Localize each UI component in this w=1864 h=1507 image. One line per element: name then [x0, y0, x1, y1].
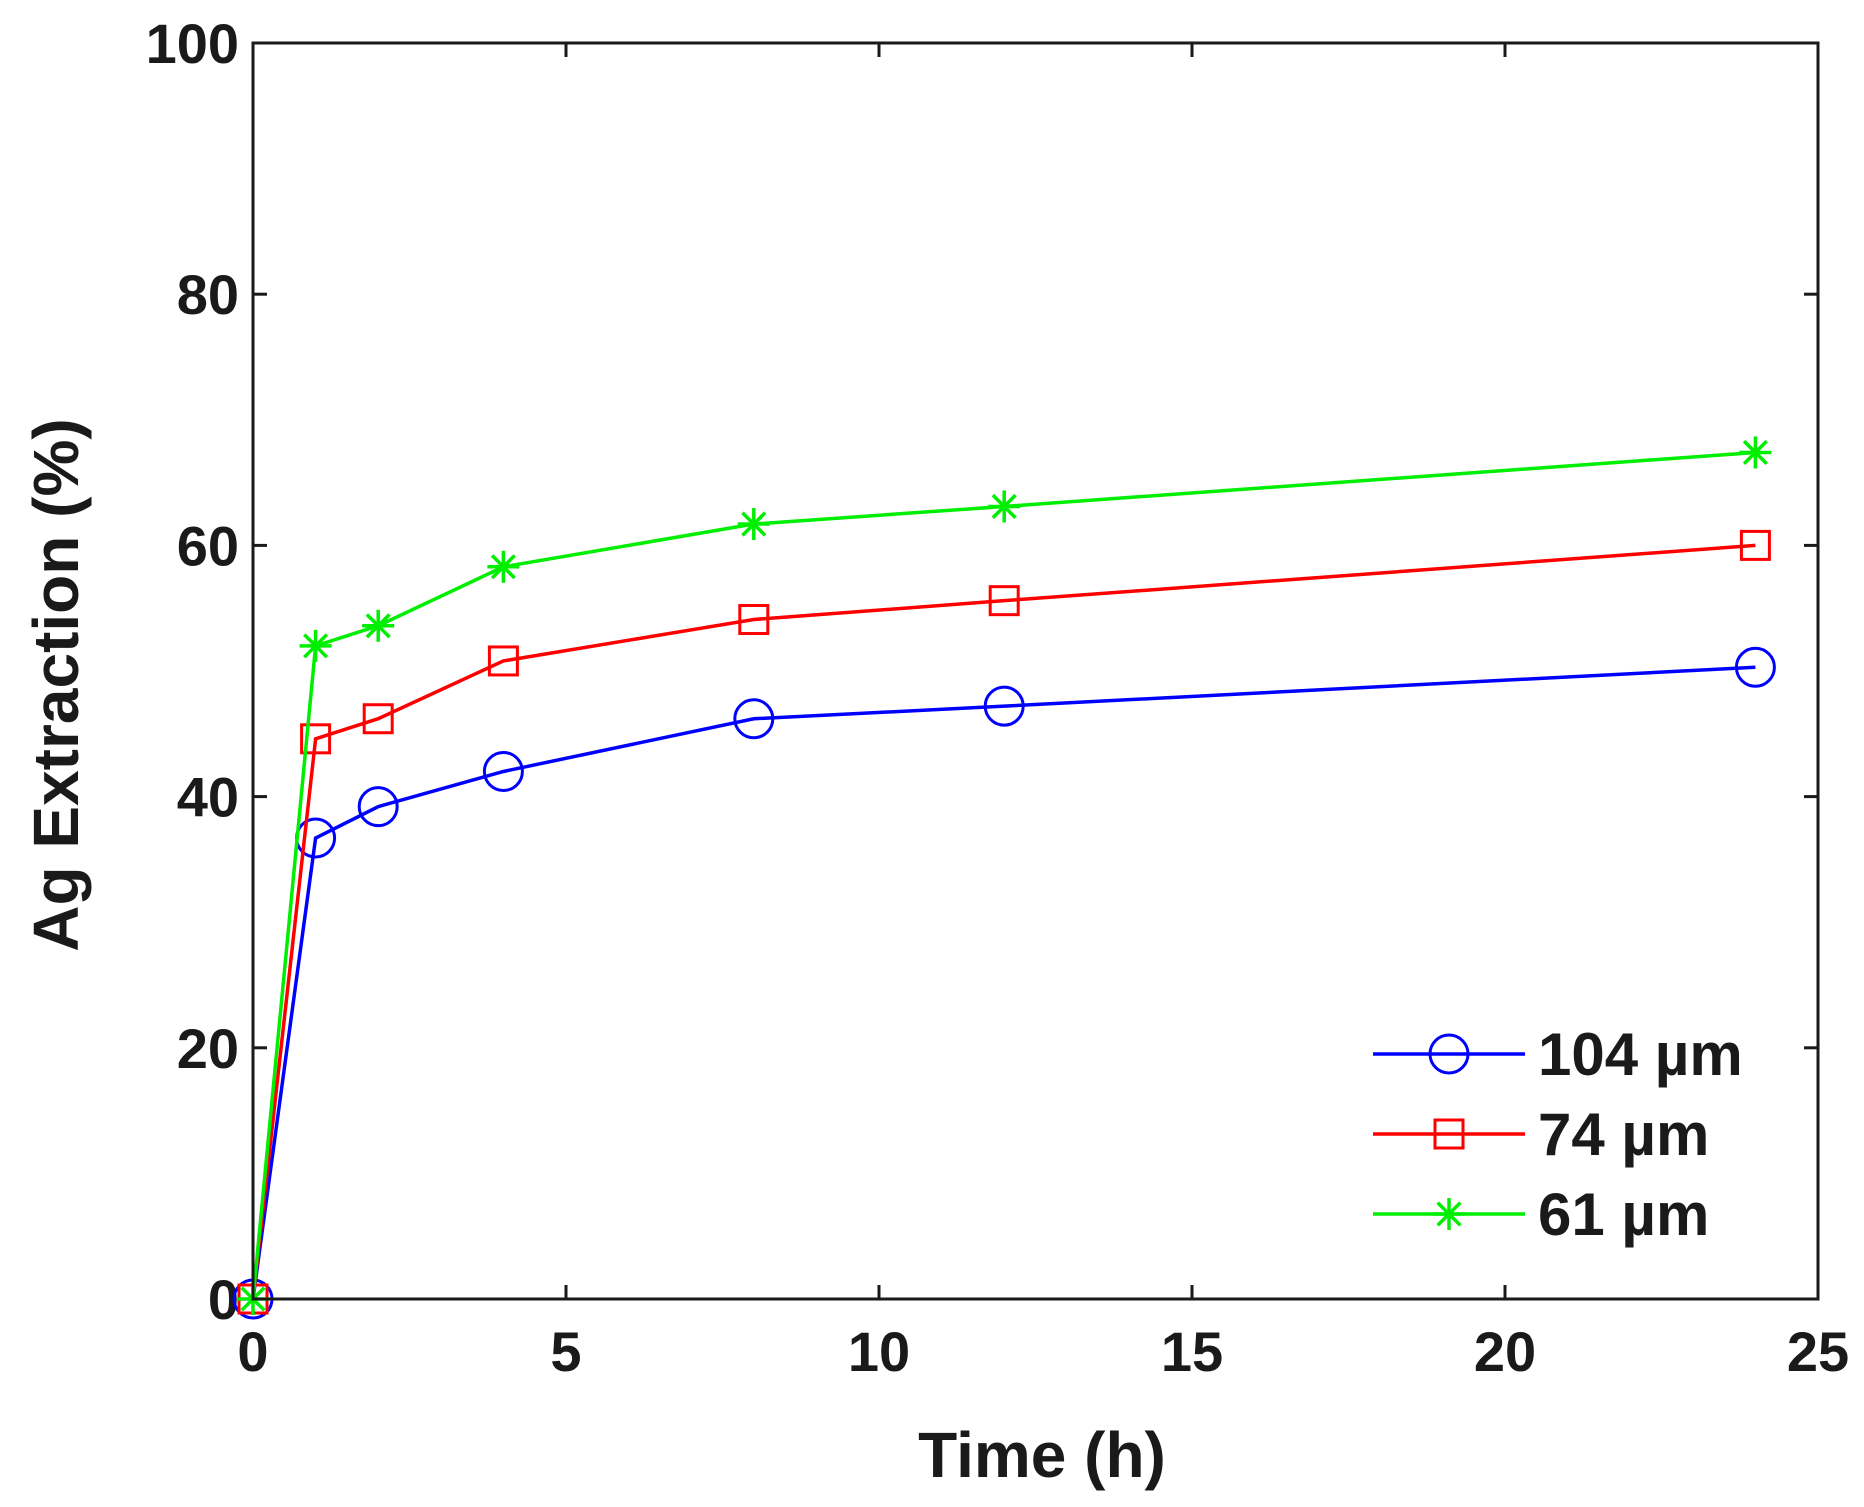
- legend-marker: [1433, 1118, 1465, 1150]
- data-point: [1739, 529, 1771, 561]
- data-point: [988, 585, 1020, 617]
- legend-label: 61 µm: [1538, 1181, 1709, 1248]
- legend-entry: 74 µm: [1373, 1101, 1709, 1168]
- series-line: [251, 450, 1756, 1300]
- series-line: [251, 543, 1756, 1300]
- legend-marker: [1428, 1033, 1470, 1075]
- x-tick-label: 0: [237, 1320, 268, 1383]
- data-point: [1734, 646, 1776, 688]
- data-point: [300, 723, 332, 755]
- x-tick-label: 25: [1787, 1320, 1849, 1383]
- data-point: [487, 550, 520, 583]
- data-point: [983, 685, 1025, 727]
- x-tick-label: 5: [550, 1320, 581, 1383]
- series-lines: [232, 436, 1776, 1320]
- series-104-m: [232, 646, 1776, 1320]
- series-line: [251, 665, 1756, 1300]
- plot-frame: [251, 41, 1820, 1301]
- data-point: [733, 698, 775, 740]
- y-axis-title: Ag Extraction (%): [20, 418, 92, 951]
- legend-label: 74 µm: [1538, 1101, 1709, 1168]
- legend-entry: 61 µm: [1373, 1181, 1709, 1248]
- x-axis-ticks: 0 5 10 15 20 25: [237, 43, 1849, 1383]
- legend: 104 µm 74 µm 61 µm: [1373, 1021, 1743, 1248]
- y-tick-label: 40: [177, 766, 239, 829]
- x-axis-title: Time (h): [918, 1419, 1166, 1491]
- y-tick-label: 60: [177, 514, 239, 577]
- data-point: [362, 703, 394, 735]
- data-point: [482, 750, 524, 792]
- data-point: [299, 629, 332, 662]
- x-tick-label: 10: [848, 1320, 910, 1383]
- data-point: [988, 490, 1021, 523]
- x-tick-label: 15: [1161, 1320, 1223, 1383]
- y-tick-label: 20: [177, 1017, 239, 1080]
- legend-label: 104 µm: [1538, 1021, 1743, 1088]
- legend-entry: 104 µm: [1373, 1021, 1743, 1088]
- data-point: [1739, 436, 1772, 469]
- data-point: [357, 786, 399, 828]
- y-tick-label: 80: [177, 263, 239, 326]
- data-point: [738, 604, 770, 636]
- data-point: [487, 645, 519, 677]
- legend-marker: [1433, 1198, 1465, 1230]
- data-point: [362, 609, 395, 642]
- y-tick-label: 100: [146, 12, 239, 75]
- x-tick-label: 20: [1474, 1320, 1536, 1383]
- data-point: [737, 508, 770, 541]
